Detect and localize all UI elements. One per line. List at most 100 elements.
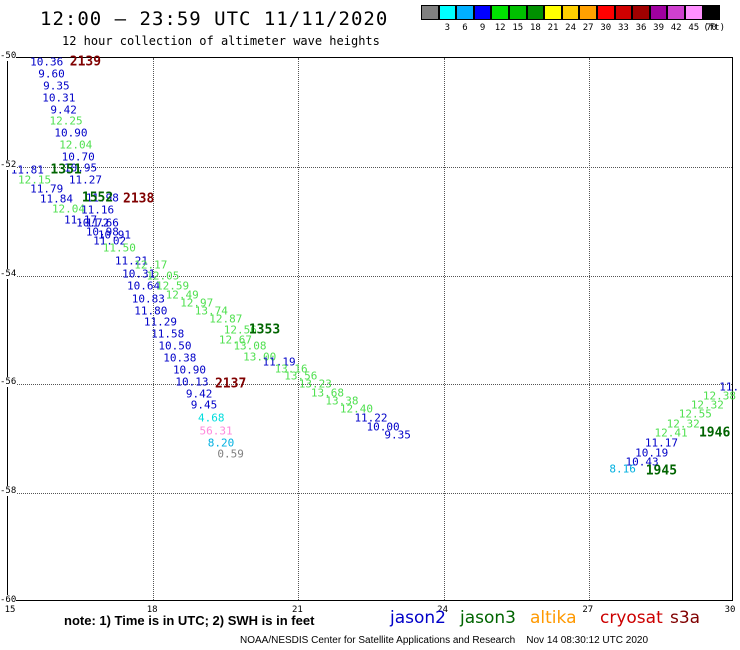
wave-height-observation: 13.68	[310, 386, 344, 400]
pass-time-label: 1353	[248, 322, 281, 338]
latitude-tick-label: -52	[0, 159, 17, 170]
legend-swatch	[526, 5, 545, 20]
longitude-tick-label: 30	[724, 605, 736, 615]
wave-height-observation: 4.68	[198, 411, 225, 425]
legend-swatch	[456, 5, 474, 20]
pass-time-label: 1351	[50, 162, 82, 178]
wave-height-observation: 10.31	[122, 267, 156, 281]
legend-swatch	[491, 5, 509, 20]
pass-time-label: 1946	[698, 425, 731, 441]
wave-height-observation: 12.67	[218, 333, 253, 347]
legend-swatch	[597, 5, 615, 20]
satellite-name-s3a: s3a	[670, 608, 701, 628]
wave-height-observation: 10.38	[163, 351, 197, 365]
legend-value-label: 30	[600, 23, 612, 33]
wave-height-observation: 12.04	[59, 138, 93, 152]
wave-height-observation: 11.19	[262, 355, 296, 369]
longitude-tick-label: 21	[291, 605, 303, 615]
legend-value-label: 15	[512, 23, 524, 33]
wave-height-observation: 10.90	[172, 363, 207, 377]
generation-timestamp: Nov 14 08:30:12 UTC 2020	[526, 635, 649, 646]
wave-height-observation: 11.79	[30, 182, 64, 196]
satellite-name-cryosat: cryosat	[600, 608, 663, 628]
legend-value-label: 45	[688, 23, 700, 33]
pass-time-label: 2139	[69, 54, 102, 70]
wave-height-observation: 12.49	[165, 288, 199, 302]
legend-swatch	[685, 5, 703, 20]
wave-height-observation: 13.74	[194, 304, 228, 318]
wave-height-observation: 11.98	[85, 191, 119, 205]
wave-height-observation: 10.91	[97, 228, 132, 242]
wave-height-observation: 10.83	[131, 292, 165, 306]
wave-height-observation: 10.36	[30, 55, 64, 69]
legend-value-label: 18	[529, 23, 541, 33]
wave-height-observation: 13.23	[298, 377, 332, 391]
wave-height-observation: 9.35	[384, 428, 411, 442]
latitude-tick-label: -60	[0, 595, 17, 605]
legend-value-label: 27	[582, 23, 594, 33]
longitude-tick-label: 15	[4, 605, 16, 615]
wave-height-observation: 10.70	[61, 150, 95, 164]
footer-credit: NOAA/NESDIS Center for Satellite Applica…	[240, 635, 648, 646]
wave-height-observation: 10.13	[175, 375, 209, 389]
wave-height-observation: 12.32	[690, 398, 724, 412]
wave-height-observation: 10.95	[64, 161, 98, 175]
legend-value-label: 33	[617, 23, 629, 33]
wave-height-observation: 9.42	[50, 103, 77, 117]
longitude-tick-label: 24	[437, 605, 449, 615]
footer-note: note: 1) Time is in UTC; 2) SWH is in fe…	[64, 613, 315, 628]
legend-swatch	[632, 5, 650, 20]
legend-swatch	[421, 5, 439, 20]
latitude-tick-label: -50	[0, 51, 17, 61]
wave-height-observation: 12.41	[654, 426, 688, 440]
wave-height-observation: 13.08	[233, 339, 267, 353]
legend-value-label: 6	[462, 23, 468, 33]
wave-height-observation: 11.17	[644, 436, 678, 450]
legend-value-label: 24	[565, 23, 577, 33]
wave-height-observation: 10.00	[366, 420, 400, 434]
wave-height-observation: 13.16	[274, 362, 308, 376]
satellite-name-jason2: jason2	[390, 608, 446, 628]
wave-height-observation: 11.17	[64, 213, 98, 227]
wave-height-observation: 12.59	[155, 279, 190, 293]
wave-height-observation: 9.42	[185, 387, 213, 401]
pass-time-label: 1552	[81, 190, 114, 206]
wave-height-observation: 10.50	[158, 339, 192, 353]
legend-swatch	[544, 5, 562, 20]
wave-height-observation: 9.60	[38, 67, 65, 81]
map-title: 12:00 — 23:59 UTC 11/11/2020	[40, 8, 389, 30]
pass-time-label: 2137	[214, 376, 247, 392]
wave-height-observation: 10.90	[54, 126, 88, 140]
map-subtitle: 12 hour collection of altimeter wave hei…	[62, 34, 380, 48]
legend-swatch	[473, 5, 492, 20]
wave-height-observation: 12.32	[666, 417, 700, 431]
wave-height-observation: 12.97	[180, 296, 214, 310]
wave-height-observation: 11.02	[93, 234, 127, 248]
satellite-name-altika: altika	[530, 608, 577, 628]
wave-height-observation: 10.43	[625, 455, 659, 469]
credit-text: NOAA/NESDIS Center for Satellite Applica…	[240, 635, 516, 646]
legend-swatch	[509, 5, 527, 20]
legend-value-label: 42	[670, 23, 682, 33]
latitude-gridline	[8, 166, 732, 168]
legend-swatch	[667, 5, 685, 20]
latitude-tick-label: -54	[0, 268, 17, 279]
map-plot-area: 10.36 9.60 9.35 10.31 9.42 12.25 10.90 12.04 10.…	[7, 54, 739, 601]
wave-height-observation: 8.20	[207, 436, 235, 450]
longitude-tick-label: 27	[582, 605, 594, 615]
wave-height-observation: 10.31	[42, 91, 76, 105]
longitude-gridline	[443, 58, 445, 600]
latitude-tick-label: -56	[0, 377, 17, 388]
wave-height-observation: 10.98	[85, 225, 119, 239]
wave-height-observation: 12.17	[134, 258, 168, 272]
wave-height-observation: 11.50	[102, 241, 136, 255]
wave-height-observation: 12.25	[49, 114, 83, 128]
wave-height-observation: 12.38	[702, 389, 737, 403]
wave-height-observation: 11.80	[134, 304, 168, 318]
wave-height-observation: 11.66	[85, 216, 119, 230]
latitude-gridline	[8, 275, 732, 277]
wave-height-observation: 9.45	[190, 398, 218, 412]
wave-height-observation: 11.16	[80, 203, 115, 217]
longitude-gridline	[298, 58, 300, 600]
